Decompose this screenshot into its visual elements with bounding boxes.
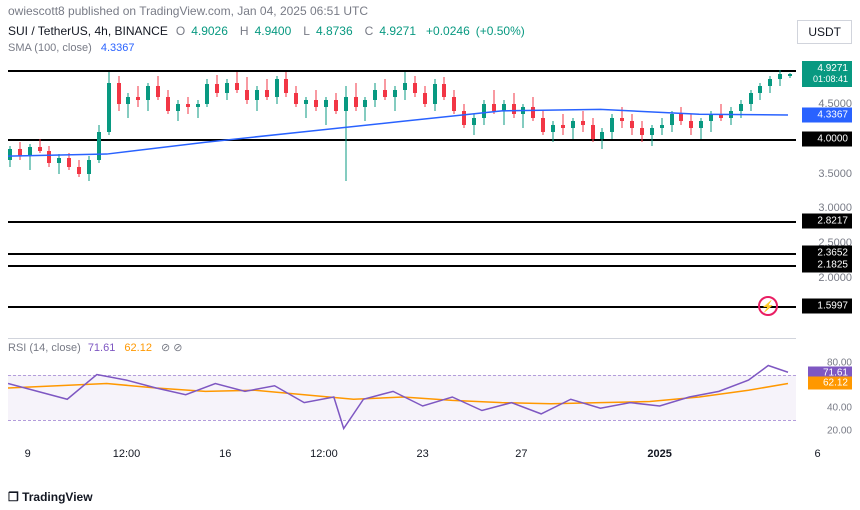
ohlc-h: 4.9400 (255, 24, 292, 38)
tradingview-watermark: ❒ TradingView (8, 490, 93, 504)
time-tick: 12:00 (310, 448, 338, 460)
price-label[interactable]: 4.3367 (802, 108, 852, 123)
time-tick: 12:00 (113, 448, 141, 460)
ohlc-l: 4.8736 (316, 24, 353, 38)
price-label[interactable]: 2.1825 (802, 258, 852, 273)
price-label[interactable]: 2.8217 (802, 213, 852, 228)
price-label[interactable]: 4.927101:08:41 (802, 61, 852, 87)
rsi-chart[interactable] (8, 352, 796, 442)
time-tick: 16 (219, 448, 231, 460)
sma-value: 4.3367 (101, 42, 135, 54)
rsi-tick: 20.00 (827, 425, 852, 436)
quote-currency-badge[interactable]: USDT (797, 20, 852, 44)
time-tick: 6 (815, 448, 821, 460)
ohlc-l-label: L (303, 24, 310, 38)
ohlc-o: 4.9026 (191, 24, 228, 38)
price-label[interactable]: 4.0000 (802, 131, 852, 146)
time-axis[interactable]: 912:001612:00232720256 (8, 448, 796, 468)
price-tick: 2.0000 (818, 272, 852, 284)
ohlc-change: +0.0246 (426, 24, 470, 38)
time-tick: 9 (25, 448, 31, 460)
ohlc-pct: (+0.50%) (476, 24, 525, 38)
pane-separator[interactable] (8, 338, 796, 339)
sma-label: SMA (100, close) (8, 42, 92, 54)
price-axis: 4.50003.50003.00002.50002.00004.98444.92… (796, 62, 852, 334)
sma-legend[interactable]: SMA (100, close) 4.3367 (8, 42, 134, 54)
rsi-value-label[interactable]: 62.12 (808, 377, 852, 390)
pair-name[interactable]: SUI / TetherUS, 4h, BINANCE (8, 24, 168, 38)
rsi-lines (8, 352, 796, 442)
sma-line (8, 62, 796, 334)
rsi-axis: 80.0040.0020.0071.6162.12 (796, 352, 852, 442)
ohlc-c-label: C (365, 24, 374, 38)
price-label[interactable]: 1.5997 (802, 299, 852, 314)
ohlc-o-label: O (176, 24, 185, 38)
symbol-row: SUI / TetherUS, 4h, BINANCE O 4.9026 H 4.9… (8, 24, 525, 38)
time-tick: 23 (417, 448, 429, 460)
ohlc-c: 4.9271 (379, 24, 416, 38)
rsi-tick: 40.00 (827, 403, 852, 414)
price-chart[interactable]: ⚡ (8, 62, 796, 334)
time-tick: 2025 (647, 448, 671, 460)
publish-info: owiescott8 published on TradingView.com,… (8, 4, 368, 18)
ohlc-h-label: H (240, 24, 249, 38)
time-tick: 27 (515, 448, 527, 460)
price-tick: 3.5000 (818, 168, 852, 180)
